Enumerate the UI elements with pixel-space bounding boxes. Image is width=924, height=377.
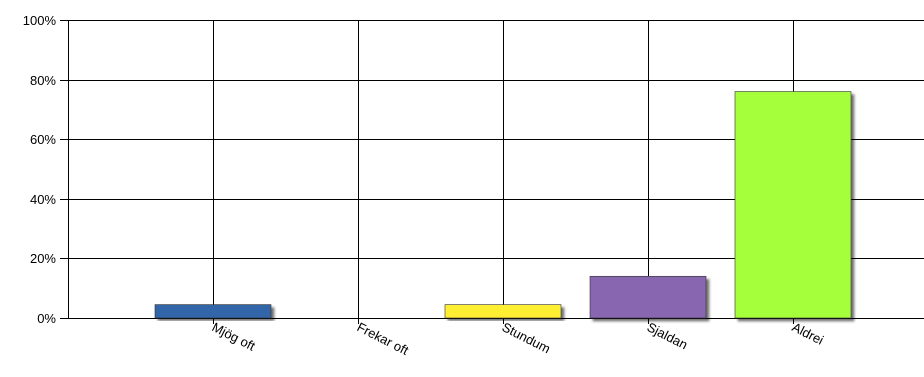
y-tick-label: 80%: [30, 73, 56, 88]
x-tick-label: Stundum: [500, 319, 553, 356]
bar: [154, 304, 272, 319]
x-tick-label: Frekar oft: [355, 319, 412, 358]
bar: [734, 91, 852, 319]
y-tick-label: 40%: [30, 192, 56, 207]
y-tick-label: 60%: [30, 132, 56, 147]
y-tick-label: 0%: [37, 311, 56, 326]
bar: [589, 275, 707, 319]
grid: [60, 20, 924, 324]
bar: [444, 304, 562, 319]
y-tick-label: 20%: [30, 251, 56, 266]
y-tick-labels: 0% 20% 40% 60% 80% 100%: [23, 13, 57, 326]
x-tick-label: Sjaldan: [645, 319, 690, 352]
x-tick-label: Aldrei: [790, 319, 827, 348]
y-tick-label: 100%: [23, 13, 57, 28]
x-tick-label: Mjög oft: [210, 319, 258, 354]
x-tick-labels: Mjög oft Frekar oft Stundum Sjaldan Aldrei: [210, 319, 827, 358]
bars: [154, 91, 852, 319]
